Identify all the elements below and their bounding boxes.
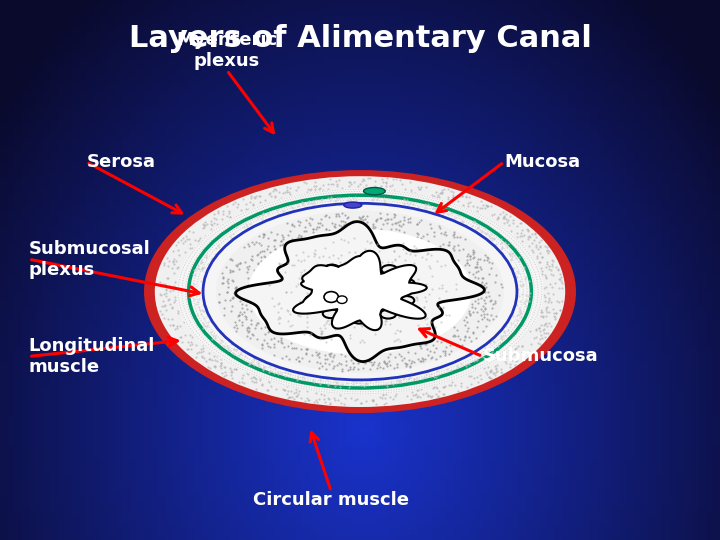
Text: Submucosal
plexus: Submucosal plexus — [29, 240, 150, 279]
Polygon shape — [293, 251, 427, 330]
Ellipse shape — [351, 315, 367, 323]
Polygon shape — [235, 221, 485, 362]
Text: Myenteric
plexus: Myenteric plexus — [176, 31, 277, 70]
Text: Longitudinal
muscle: Longitudinal muscle — [29, 337, 156, 376]
Ellipse shape — [380, 309, 396, 319]
Ellipse shape — [248, 229, 472, 354]
Ellipse shape — [364, 187, 385, 195]
Text: Layers of Alimentary Canal: Layers of Alimentary Canal — [129, 24, 591, 53]
Ellipse shape — [353, 260, 369, 268]
Text: Submucosa: Submucosa — [482, 347, 598, 366]
Ellipse shape — [382, 265, 397, 274]
Ellipse shape — [399, 279, 415, 288]
Ellipse shape — [344, 202, 362, 208]
Text: Circular muscle: Circular muscle — [253, 491, 409, 509]
Ellipse shape — [155, 176, 565, 407]
Circle shape — [337, 296, 347, 303]
Text: Serosa: Serosa — [86, 153, 156, 171]
Ellipse shape — [323, 309, 338, 318]
Ellipse shape — [176, 188, 544, 395]
Text: Mucosa: Mucosa — [504, 153, 580, 171]
Ellipse shape — [306, 278, 322, 287]
Ellipse shape — [305, 295, 321, 304]
Circle shape — [324, 292, 338, 302]
Ellipse shape — [324, 265, 340, 274]
Ellipse shape — [216, 211, 504, 373]
Ellipse shape — [144, 170, 576, 413]
Ellipse shape — [398, 296, 414, 305]
